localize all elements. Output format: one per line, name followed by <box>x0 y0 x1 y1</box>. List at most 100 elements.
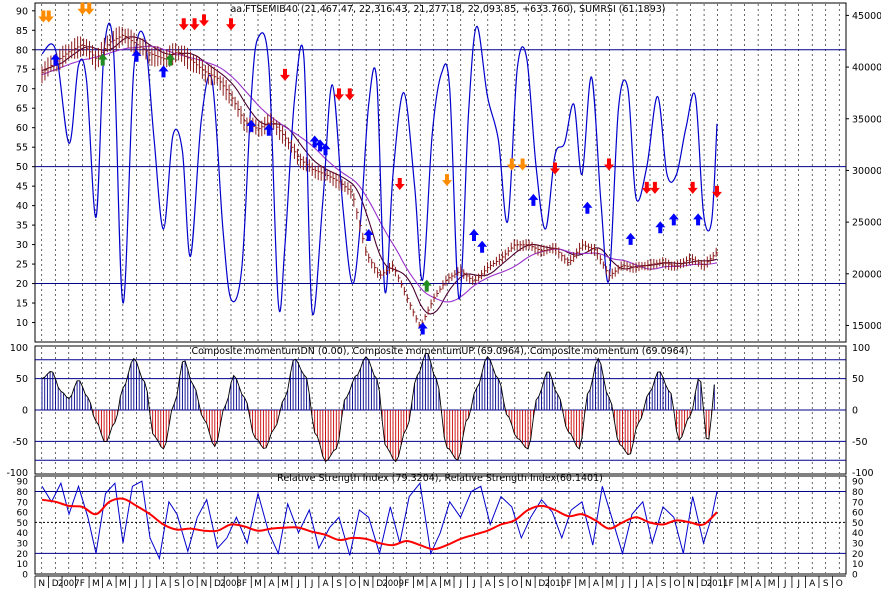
x-tick-label: D <box>538 579 545 588</box>
buy-signal-arrow-icon <box>363 229 374 241</box>
x-tick-label: O <box>187 579 194 588</box>
x-tick-label: A <box>485 579 492 588</box>
sell-signal-arrow-icon <box>550 162 560 175</box>
x-tick-label: J <box>296 579 300 588</box>
right-tick-label: 70 <box>852 498 864 508</box>
x-tick-label: 2008 <box>220 579 242 588</box>
warning-signal-arrow-icon <box>442 174 452 187</box>
x-tick-label: J <box>621 579 625 588</box>
left-tick-label: 60 <box>16 123 28 134</box>
level-lines <box>35 49 846 554</box>
warning-signal-arrow-icon <box>77 2 88 15</box>
left-tick-label: 45 <box>16 182 28 193</box>
buy-signal-arrow-icon <box>417 322 428 335</box>
x-tick-label: F <box>404 579 409 588</box>
x-tick-label: S <box>174 579 180 588</box>
x-tick-label: D <box>214 579 221 588</box>
sell-signal-arrow-icon <box>280 68 290 81</box>
right-tick-label: 15000 <box>852 321 881 332</box>
x-tick-label: F <box>729 579 734 588</box>
left-tick-label: 90 <box>17 478 29 488</box>
sell-signal-arrow-icon <box>649 181 660 194</box>
x-tick-label: S <box>336 579 342 588</box>
right-tick-label: 50 <box>852 374 864 385</box>
warning-signal-arrow-icon <box>517 158 528 171</box>
buy-signal-arrow-icon <box>50 53 61 66</box>
right-tick-label: 25000 <box>852 218 881 229</box>
x-axis: N D 2007 F M A M J J A S O N D 2008 F M A M J J A S O N D 2009 F M A M… <box>34 575 846 589</box>
rsi-panel-title: Relative Strength Index (79.3204), Relat… <box>277 473 603 484</box>
right-tick-label: 0 <box>852 406 858 417</box>
vertical-grid <box>41 4 840 573</box>
composite-momentum-line <box>41 352 715 463</box>
x-tick-label: A <box>647 579 654 588</box>
right-tick-label: -100 <box>852 468 874 479</box>
x-tick-label: M <box>254 579 262 588</box>
sell-signal-arrow-icon <box>226 18 236 31</box>
x-tick-label: J <box>783 579 787 588</box>
x-tick-label: J <box>148 579 152 588</box>
x-tick-label: F <box>242 579 247 588</box>
sell-signal-arrow-icon <box>178 18 189 31</box>
right-tick-label: 0 <box>852 571 858 581</box>
left-tick-label: 70 <box>17 498 29 508</box>
x-tick-label: O <box>511 579 518 588</box>
x-tick-label: F <box>566 579 571 588</box>
right-tick-label: 35000 <box>852 114 881 125</box>
left-tick-label: 100 <box>10 343 28 354</box>
left-tick-label: 60 <box>17 509 29 519</box>
x-tick-label: 2009 <box>382 579 404 588</box>
x-tick-label: A <box>755 579 762 588</box>
left-tick-label: 30 <box>17 540 29 550</box>
x-tick-label: 2007 <box>58 579 80 588</box>
x-tick-label: N <box>687 579 694 588</box>
x-tick-label: O <box>673 579 680 588</box>
right-tick-label: 40000 <box>852 63 881 74</box>
warning-signal-arrow-icon <box>43 10 54 23</box>
x-tick-label: A <box>593 579 600 588</box>
x-tick-label: M <box>92 579 100 588</box>
buy-signal-arrow-icon <box>246 119 257 132</box>
left-tick-label: 50 <box>16 374 28 385</box>
x-tick-label: S <box>823 579 829 588</box>
warning-signal-arrow-icon <box>84 2 95 15</box>
buy-signal-arrow-icon <box>693 213 704 226</box>
left-tick-label: 75 <box>16 65 28 76</box>
green-signal-arrow-icon <box>97 53 108 66</box>
right-tick-label: 50 <box>852 519 864 529</box>
x-tick-label: M <box>443 579 451 588</box>
buy-signal-arrow-icon <box>315 139 326 152</box>
x-tick-label: J <box>796 579 800 588</box>
left-tick-label: 15 <box>16 299 28 310</box>
left-tick-label: 20 <box>17 550 29 560</box>
left-tick-label: 25 <box>16 260 28 271</box>
sell-signal-arrow-icon <box>687 181 698 194</box>
panel-frame-1 <box>34 2 847 343</box>
left-tick-label: 80 <box>16 45 28 56</box>
price-panel-title: aa.FTSEMIB40 (21,467.47, 22,316.43, 21,2… <box>230 4 665 15</box>
sell-signal-arrow-icon <box>344 88 355 101</box>
right-tick-label: 60 <box>852 509 864 519</box>
x-tick-label: J <box>310 579 314 588</box>
right-tick-label: 80 <box>852 488 864 498</box>
x-tick-label: N <box>201 579 208 588</box>
right-tick-label: 20000 <box>852 269 881 280</box>
x-tick-label: N <box>363 579 370 588</box>
signal-arrows <box>38 2 722 335</box>
x-tick-label: D <box>52 579 59 588</box>
left-tick-label: 0 <box>22 406 28 417</box>
left-tick-label: 35 <box>16 221 28 232</box>
rsi-fast-line <box>41 480 718 561</box>
right-tick-label: 20 <box>852 550 864 560</box>
x-tick-label: A <box>809 579 816 588</box>
right-tick-label: 40 <box>852 529 864 539</box>
left-tick-label: 10 <box>17 560 29 570</box>
left-tick-label: 20 <box>16 279 28 290</box>
buy-signal-arrow-icon <box>625 232 636 245</box>
left-tick-label: 90 <box>16 6 28 17</box>
x-tick-label: F <box>80 579 85 588</box>
buy-signal-arrow-icon <box>469 229 479 241</box>
sell-signal-arrow-icon <box>199 14 209 27</box>
